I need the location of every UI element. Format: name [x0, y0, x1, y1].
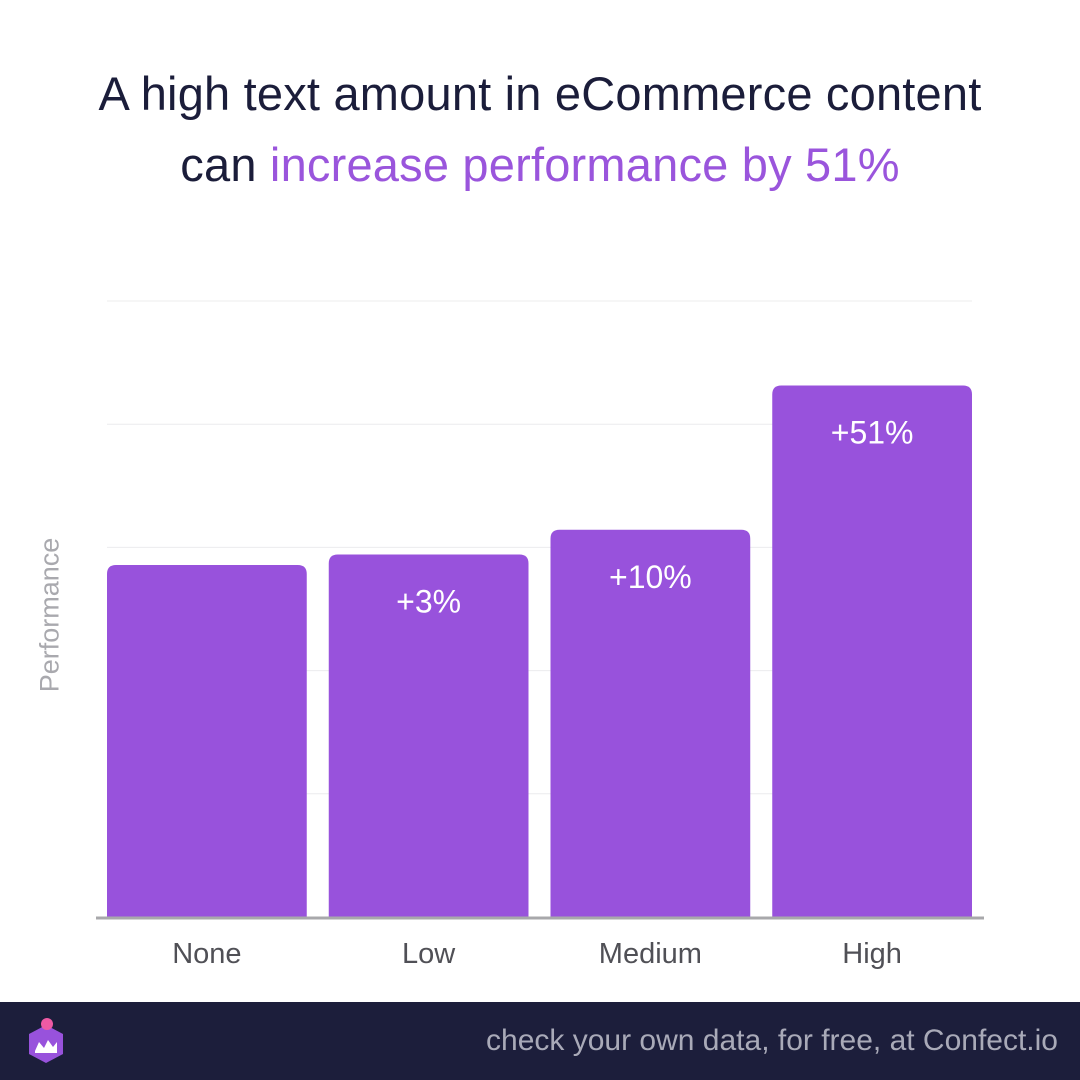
title-line-2: can increase performance by 51% [0, 129, 1080, 200]
data-label-high: +51% [831, 414, 914, 450]
bar-medium [550, 529, 751, 917]
data-label-low: +3% [396, 583, 461, 619]
data-label-medium: +10% [609, 559, 692, 595]
title-line-1: A high text amount in eCommerce content [98, 67, 982, 120]
confect-logo-icon [29, 1018, 63, 1063]
x-tick-label-none: None [172, 938, 241, 970]
title-highlight: increase performance by 51% [269, 138, 900, 191]
x-tick-label-medium: Medium [599, 938, 702, 970]
bar-high [772, 385, 972, 918]
title-line-2-prefix: can [180, 138, 270, 191]
chart-title: A high text amount in eCommerce content … [0, 58, 1080, 200]
bar-low [328, 554, 529, 917]
footer-bar: check your own data, for free, at Confec… [0, 1002, 1080, 1080]
footer-cta-text: check your own data, for free, at Confec… [486, 1024, 1058, 1057]
bar-chart: None +3% Low +10% Medium +51% High [96, 300, 984, 970]
bar-none [107, 565, 307, 917]
x-tick-label-low: Low [402, 938, 456, 970]
x-tick-label-high: High [842, 938, 902, 970]
